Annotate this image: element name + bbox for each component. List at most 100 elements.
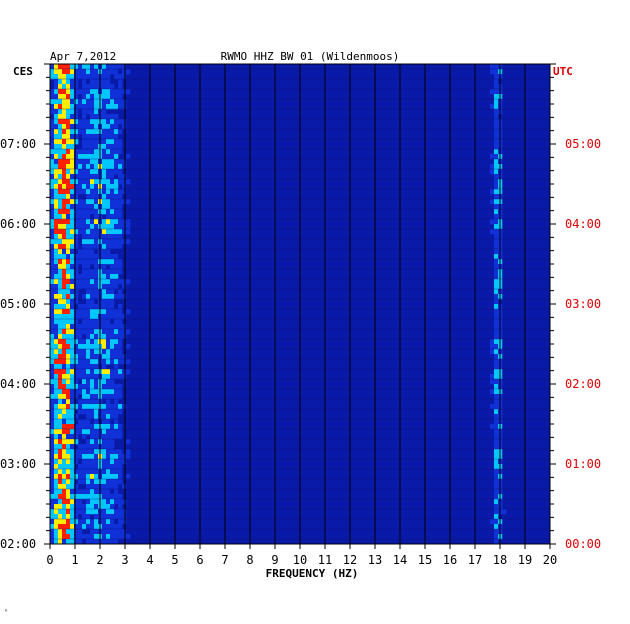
heatmap-cell — [66, 209, 71, 215]
heatmap-cell — [102, 159, 107, 165]
heatmap-cell — [102, 229, 107, 235]
heatmap-cell — [110, 64, 115, 70]
x-axis-label: FREQUENCY (HZ) — [266, 567, 359, 580]
heatmap-cell — [66, 459, 71, 465]
heatmap-cell — [118, 314, 123, 320]
heatmap-cell — [110, 369, 115, 375]
heatmap-cell — [70, 144, 75, 150]
heatmap-cell — [94, 324, 99, 330]
heatmap-cell — [78, 259, 83, 265]
heatmap-cell — [62, 209, 67, 215]
heatmap-cell — [106, 399, 111, 405]
heatmap-cell — [94, 329, 99, 335]
heatmap-cell — [74, 329, 79, 335]
heatmap-cell — [106, 119, 111, 125]
heatmap-cell — [114, 389, 119, 395]
heatmap-cell — [106, 309, 111, 315]
heatmap-cell — [66, 374, 71, 380]
heatmap-cell — [94, 484, 99, 490]
heatmap-cell — [86, 284, 91, 290]
heatmap-cell — [494, 314, 499, 320]
heatmap-cell — [54, 329, 59, 335]
heatmap-cell — [494, 204, 499, 210]
heatmap-cell — [102, 384, 107, 390]
heatmap-cell — [494, 194, 499, 200]
heatmap-cell — [54, 159, 59, 165]
heatmap-cell — [62, 149, 67, 155]
heatmap-cell — [50, 174, 55, 180]
heatmap-cell — [114, 449, 119, 455]
heatmap-cell — [90, 229, 95, 235]
heatmap-cell — [110, 469, 115, 475]
heatmap-cell — [114, 409, 119, 415]
x-tick-label: 14 — [393, 553, 407, 567]
heatmap-cell — [58, 339, 63, 345]
heatmap-cell — [106, 249, 111, 255]
heatmap-cell — [74, 474, 79, 480]
heatmap-cell — [82, 259, 87, 265]
heatmap-cell — [66, 194, 71, 200]
x-tick-label: 4 — [146, 553, 153, 567]
heatmap-cell — [74, 349, 79, 355]
heatmap-cell — [58, 489, 63, 495]
heatmap-cell — [70, 399, 75, 405]
heatmap-cell — [82, 469, 87, 475]
heatmap-cell — [74, 509, 79, 515]
heatmap-cell — [74, 514, 79, 520]
heatmap-cell — [54, 144, 59, 150]
heatmap-cell — [86, 279, 91, 285]
heatmap-cell — [70, 484, 75, 490]
heatmap-cell — [118, 264, 123, 270]
heatmap-cell — [114, 359, 119, 365]
heatmap-cell — [86, 404, 91, 410]
heatmap-cell — [66, 224, 71, 230]
heatmap-cell — [86, 299, 91, 305]
heatmap-cell — [74, 199, 79, 205]
heatmap-cell — [86, 469, 91, 475]
heatmap-cell — [122, 369, 127, 375]
heatmap-cell — [90, 294, 95, 300]
heatmap-cell — [114, 204, 119, 210]
heatmap-cell — [102, 524, 107, 530]
heatmap-cell — [74, 539, 79, 545]
right-time-label: 03:00 — [565, 297, 601, 311]
x-tick-label: 10 — [293, 553, 307, 567]
heatmap-cell — [54, 219, 59, 225]
heatmap-cell — [86, 254, 91, 260]
heatmap-cell — [78, 124, 83, 130]
heatmap-cell — [110, 529, 115, 535]
heatmap-cell — [110, 444, 115, 450]
heatmap-cell — [58, 119, 63, 125]
heatmap-cell — [494, 399, 499, 405]
heatmap-cell — [94, 509, 99, 515]
heatmap-cell — [50, 209, 55, 215]
heatmap-cell — [106, 219, 111, 225]
heatmap-cell — [494, 329, 499, 335]
heatmap-cell — [50, 339, 55, 345]
heatmap-cell — [66, 354, 71, 360]
heatmap-cell — [70, 129, 75, 135]
heatmap-cell — [82, 454, 87, 460]
heatmap-cell — [82, 429, 87, 435]
heatmap-cell — [90, 184, 95, 190]
heatmap-cell — [106, 469, 111, 475]
heatmap-cell — [86, 234, 91, 240]
heatmap-cell — [66, 449, 71, 455]
heatmap-cell — [90, 244, 95, 250]
heatmap-cell — [94, 434, 99, 440]
heatmap-cell — [102, 509, 107, 515]
heatmap-cell — [122, 354, 127, 360]
heatmap-cell — [58, 114, 63, 120]
heatmap-cell — [94, 444, 99, 450]
heatmap-cell — [94, 104, 99, 110]
heatmap-cell — [490, 89, 495, 95]
heatmap-cell — [126, 534, 131, 540]
heatmap-cell — [74, 299, 79, 305]
heatmap-cell — [50, 374, 55, 380]
heatmap-cell — [82, 314, 87, 320]
heatmap-cell — [58, 494, 63, 500]
heatmap-cell — [62, 174, 67, 180]
heatmap-cell — [74, 524, 79, 530]
heatmap-cell — [110, 274, 115, 280]
heatmap-cell — [54, 424, 59, 430]
